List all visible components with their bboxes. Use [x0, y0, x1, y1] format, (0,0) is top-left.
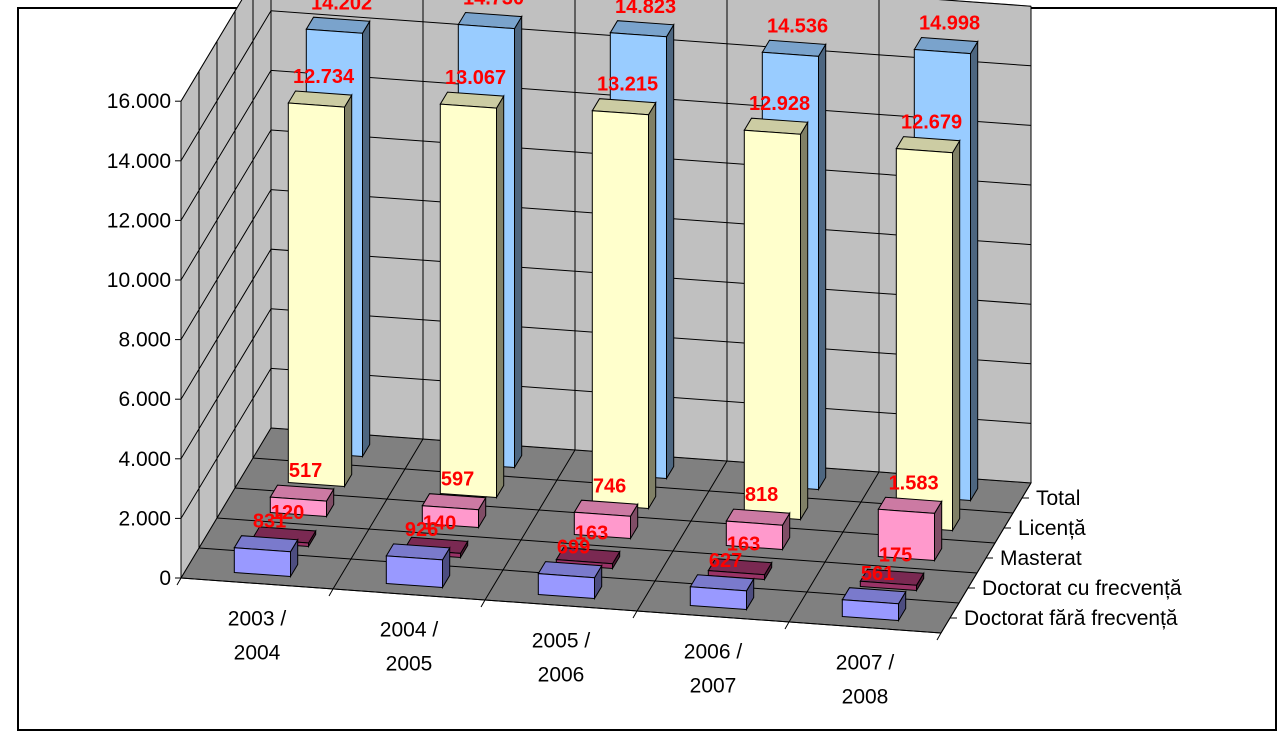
bar-masterat-2: [421, 493, 487, 530]
data-label-total-5: 14.998: [919, 13, 980, 35]
data-label-doctorat-cu-frecventa-3: 163: [575, 523, 608, 545]
series-label-doctorat-fara-frecventa: Doctorat fără frecvență: [964, 607, 1178, 630]
series-label-total: Total: [1036, 487, 1080, 510]
y-axis-tick-labels: 0 2.000 4.000 6.000 8.000 10.000 12.000 14.000 1…: [107, 90, 182, 590]
series-label-doctorat-cu-frecventa: Doctorat cu frecvență: [982, 577, 1182, 600]
data-label-doctorat-fara-frecventa-5: 561: [861, 563, 894, 585]
x-tick-label-1: 2003 /2004: [228, 608, 287, 665]
data-label-doctorat-cu-frecventa-1: 120: [271, 502, 304, 524]
bar-doctorat-fara-frecventa-5: [841, 587, 907, 623]
y-tick-label: 0: [159, 567, 171, 590]
data-label-doctorat-cu-frecventa-4: 163: [727, 534, 760, 556]
bar-doctorat-cu-frecventa-4: [707, 558, 773, 582]
data-label-licenta-2: 13.067: [445, 67, 506, 89]
bar-licenta-5: [895, 136, 961, 533]
bar-doctorat-fara-frecventa-2: [385, 543, 451, 590]
x-tick-mark: [784, 621, 790, 630]
series-label-masterat: Masterat: [1000, 547, 1082, 570]
bar-masterat-5: [877, 496, 943, 563]
floor-gridline: [484, 449, 576, 601]
x-tick-label-4: 2006 /2007: [684, 641, 743, 698]
category-axis-labels: 2003 /2004 2004 /2005 2005 /2006 2006 /2007…: [176, 577, 942, 709]
data-label-doctorat-cu-frecventa-5: 175: [879, 544, 912, 566]
x-axis-line: [180, 577, 942, 634]
x-tick-label-5: 2007 /2008: [836, 652, 895, 709]
bar-masterat-1: [269, 484, 335, 519]
y-tick-label: 6.000: [118, 388, 171, 411]
bar-licenta-4: [743, 117, 809, 522]
floor-gridline: [332, 438, 424, 590]
x-tick-mark: [936, 632, 942, 641]
floor-gridline: [636, 460, 728, 612]
bar-licenta-3: [591, 98, 657, 511]
data-label-total-3: 14.823: [615, 0, 676, 18]
x-tick-mark: [632, 610, 638, 619]
x-tick-mark: [480, 599, 486, 608]
y-tick-label: 10.000: [107, 269, 171, 292]
data-label-total-4: 14.536: [767, 15, 828, 37]
data-label-masterat-4: 818: [745, 484, 778, 506]
data-label-licenta-4: 12.928: [749, 93, 810, 115]
data-label-masterat-2: 597: [441, 469, 474, 491]
data-label-masterat-1: 517: [289, 460, 322, 482]
depth-axis-line: [940, 482, 1032, 634]
y-tick-label: 12.000: [107, 209, 171, 232]
bar-masterat-3: [573, 499, 639, 541]
data-label-total-2: 14.730: [463, 0, 524, 10]
data-label-total-1: 14.202: [311, 0, 372, 14]
y-tick-label: 14.000: [107, 150, 171, 173]
bar-doctorat-fara-frecventa-4: [689, 574, 755, 612]
bars: [233, 11, 979, 623]
data-label-doctorat-fara-frecventa-4: 627: [709, 550, 742, 572]
floor-gridline: [788, 471, 880, 623]
data-label-masterat-5: 1.583: [889, 472, 939, 494]
bar-masterat-4: [725, 508, 791, 552]
series-axis-labels: Total Licență Masterat Doctorat cu frecvenț…: [940, 482, 1182, 634]
data-label-doctorat-fara-frecventa-1: 831: [253, 511, 286, 533]
data-label-masterat-3: 746: [593, 475, 626, 497]
floor-gridline: [216, 517, 978, 574]
series-label-licenta: Licență: [1018, 517, 1086, 540]
bar-licenta-2: [439, 91, 505, 500]
bar-licenta-1: [287, 90, 353, 489]
bar-doctorat-fara-frecventa-3: [537, 561, 603, 601]
x-tick-label-2: 2004 /2005: [380, 619, 439, 676]
x-tick-mark: [176, 577, 182, 586]
data-label-licenta-1: 12.734: [293, 66, 355, 88]
bar-doctorat-fara-frecventa-1: [233, 535, 299, 579]
data-labels: 14.202 14.730 14.823 14.536 14.998 12.734 13.0…: [253, 0, 980, 585]
y-tick-label: 4.000: [118, 448, 171, 471]
y-tick-label: 2.000: [118, 507, 171, 530]
data-label-licenta-3: 13.215: [597, 74, 658, 96]
y-tick-label: 16.000: [107, 90, 171, 113]
x-tick-mark: [328, 588, 334, 597]
y-tick-label: 8.000: [118, 329, 171, 352]
data-label-licenta-5: 12.679: [901, 112, 962, 134]
gridline-y: [180, 0, 1032, 102]
bar-doctorat-cu-frecventa-5: [859, 568, 925, 593]
data-label-doctorat-fara-frecventa-3: 699: [557, 537, 590, 559]
data-label-doctorat-fara-frecventa-2: 926: [405, 519, 438, 541]
x-tick-label-3: 2005 /2006: [532, 630, 591, 687]
data-label-doctorat-cu-frecventa-2: 140: [423, 512, 456, 534]
